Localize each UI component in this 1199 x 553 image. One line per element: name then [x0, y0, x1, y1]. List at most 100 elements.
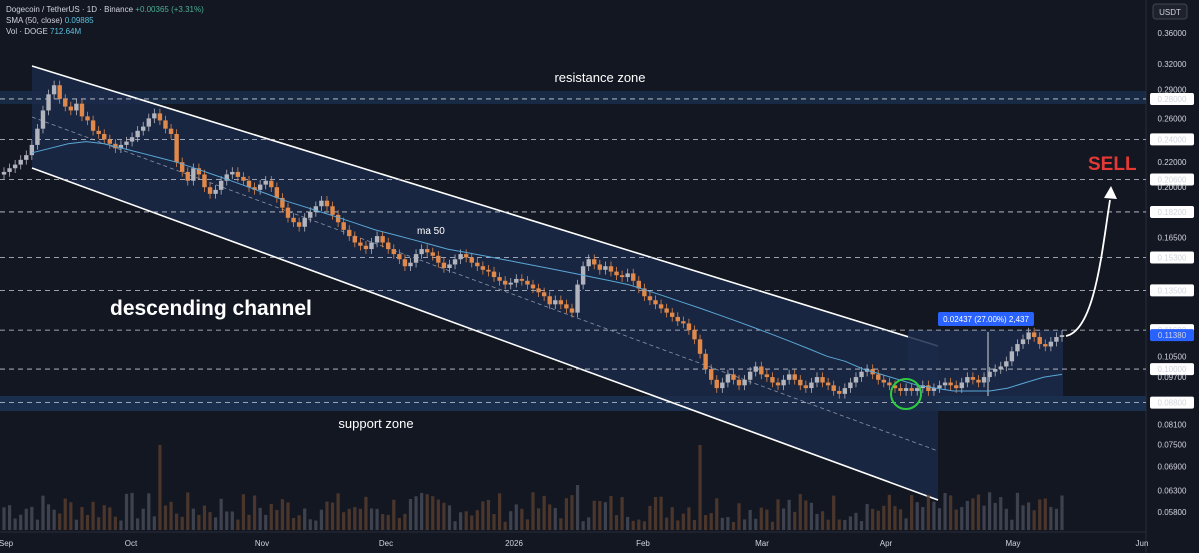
price-tick-label: 0.29000	[1158, 86, 1187, 95]
candle-body	[51, 85, 57, 95]
volume-bar	[74, 519, 78, 530]
legend-sma-row[interactable]: SMA (50, close) 0.09885	[6, 15, 204, 26]
candle-body	[887, 382, 892, 386]
candle-body	[107, 139, 112, 144]
measure-tooltip[interactable]: 0.02437 (27.00%) 2,437	[938, 312, 1034, 326]
time-tick-label: Apr	[880, 539, 893, 548]
volume-bar	[848, 516, 852, 530]
volume-bar	[915, 502, 919, 530]
volume-bar	[158, 445, 162, 530]
volume-bar	[19, 514, 23, 530]
candle-body	[954, 385, 959, 389]
price-tick-label: 0.20000	[1158, 183, 1187, 192]
volume-bar	[988, 492, 992, 530]
ma-label[interactable]: ma 50	[417, 226, 445, 237]
volume-bar	[180, 516, 184, 530]
candle-body	[753, 366, 758, 372]
volume-bar	[481, 501, 485, 530]
candle-body	[959, 382, 964, 389]
sma-line[interactable]	[31, 141, 1063, 392]
currency-button[interactable]: USDT	[1152, 3, 1188, 20]
volume-bar	[308, 519, 312, 530]
legend-vol-row[interactable]: Vol · DOGE 712.64M	[6, 26, 204, 37]
price-tick-label: 0.24000	[1158, 135, 1187, 144]
symbol-title[interactable]: Dogecoin / TetherUS · 1D · Binance	[6, 5, 134, 14]
volume-bar	[887, 494, 891, 530]
candle-body	[269, 180, 274, 188]
volume-bar	[425, 494, 429, 530]
price-scale-panel[interactable]	[1146, 0, 1199, 553]
volume-bar	[937, 508, 942, 530]
volume-bar	[7, 505, 12, 530]
resistance-zone[interactable]	[0, 91, 1146, 104]
candle-body	[274, 187, 280, 198]
candle-body	[397, 254, 402, 260]
channel-label[interactable]: descending channel	[110, 297, 312, 320]
candle-body	[263, 180, 268, 185]
volume-bar	[41, 495, 45, 530]
volume-bar	[943, 492, 947, 530]
candle-body	[12, 164, 18, 169]
price-tick-label: 0.15300	[1158, 254, 1187, 263]
channel-upper-line[interactable]	[31, 65, 939, 347]
candle-body	[63, 98, 68, 107]
candle-body	[1043, 344, 1048, 347]
time-axis-ticks: Sep Oct Nov Dec 2026 Feb Mar Apr May Jun	[0, 539, 1148, 548]
volume-bar	[531, 492, 535, 530]
candle-body	[903, 388, 909, 391]
volume-bar	[820, 511, 825, 530]
volume-bar	[1038, 499, 1042, 530]
candle-body	[781, 379, 786, 386]
volume-bar	[230, 511, 234, 530]
volume-bar	[542, 495, 546, 530]
candle-body	[85, 116, 90, 121]
candle-body	[747, 371, 753, 380]
volume-bar	[436, 499, 440, 530]
volume-bar	[525, 519, 530, 530]
sell-arrow[interactable]	[1065, 199, 1111, 337]
volume-bar	[726, 517, 730, 530]
candle-body	[519, 278, 525, 281]
volume-bar	[603, 502, 607, 530]
candle-body	[759, 366, 764, 375]
price-tick-label: 0.22000	[1158, 158, 1187, 167]
price-tick-label: 0.08800	[1158, 399, 1187, 408]
candle-body	[235, 171, 241, 177]
support-zone[interactable]	[0, 396, 1146, 411]
volume-bar	[497, 493, 502, 530]
resistance-zone-label[interactable]: resistance zone	[554, 70, 645, 85]
volume-bar	[130, 492, 134, 530]
volume-bar	[58, 513, 62, 530]
channel-lower-line[interactable]	[31, 167, 939, 501]
candle-body	[68, 106, 74, 111]
candle-body	[341, 222, 346, 230]
vol-value: 712.64M	[50, 27, 82, 36]
candle-body	[948, 382, 953, 386]
candle-body	[129, 137, 135, 142]
volume-bar	[442, 502, 446, 530]
support-zone-label[interactable]: support zone	[338, 416, 413, 431]
volume-bar	[147, 493, 151, 530]
candle-body	[497, 277, 502, 281]
chart-legend: Dogecoin / TetherUS · 1D · Binance +0.00…	[6, 4, 204, 37]
volume-bar	[2, 507, 6, 530]
sell-label[interactable]: SELL	[1088, 154, 1137, 175]
volume-bar	[1054, 508, 1059, 530]
breakout-circle[interactable]	[890, 378, 922, 410]
candle-body	[391, 249, 396, 255]
volume-bar	[575, 485, 580, 530]
volume-bar	[731, 521, 736, 530]
volume-bar	[837, 519, 841, 530]
volume-bar	[91, 501, 95, 530]
volume-bar	[614, 515, 619, 530]
candle-body	[876, 374, 881, 380]
volume-bar	[97, 517, 101, 530]
candle-body	[447, 264, 452, 268]
volume-bar	[214, 517, 218, 530]
candle-body	[469, 257, 474, 263]
volume-bar	[954, 509, 958, 530]
price-tick-label: 0.10000	[1158, 365, 1187, 374]
candle-body	[569, 308, 575, 313]
candle-body	[436, 255, 441, 263]
